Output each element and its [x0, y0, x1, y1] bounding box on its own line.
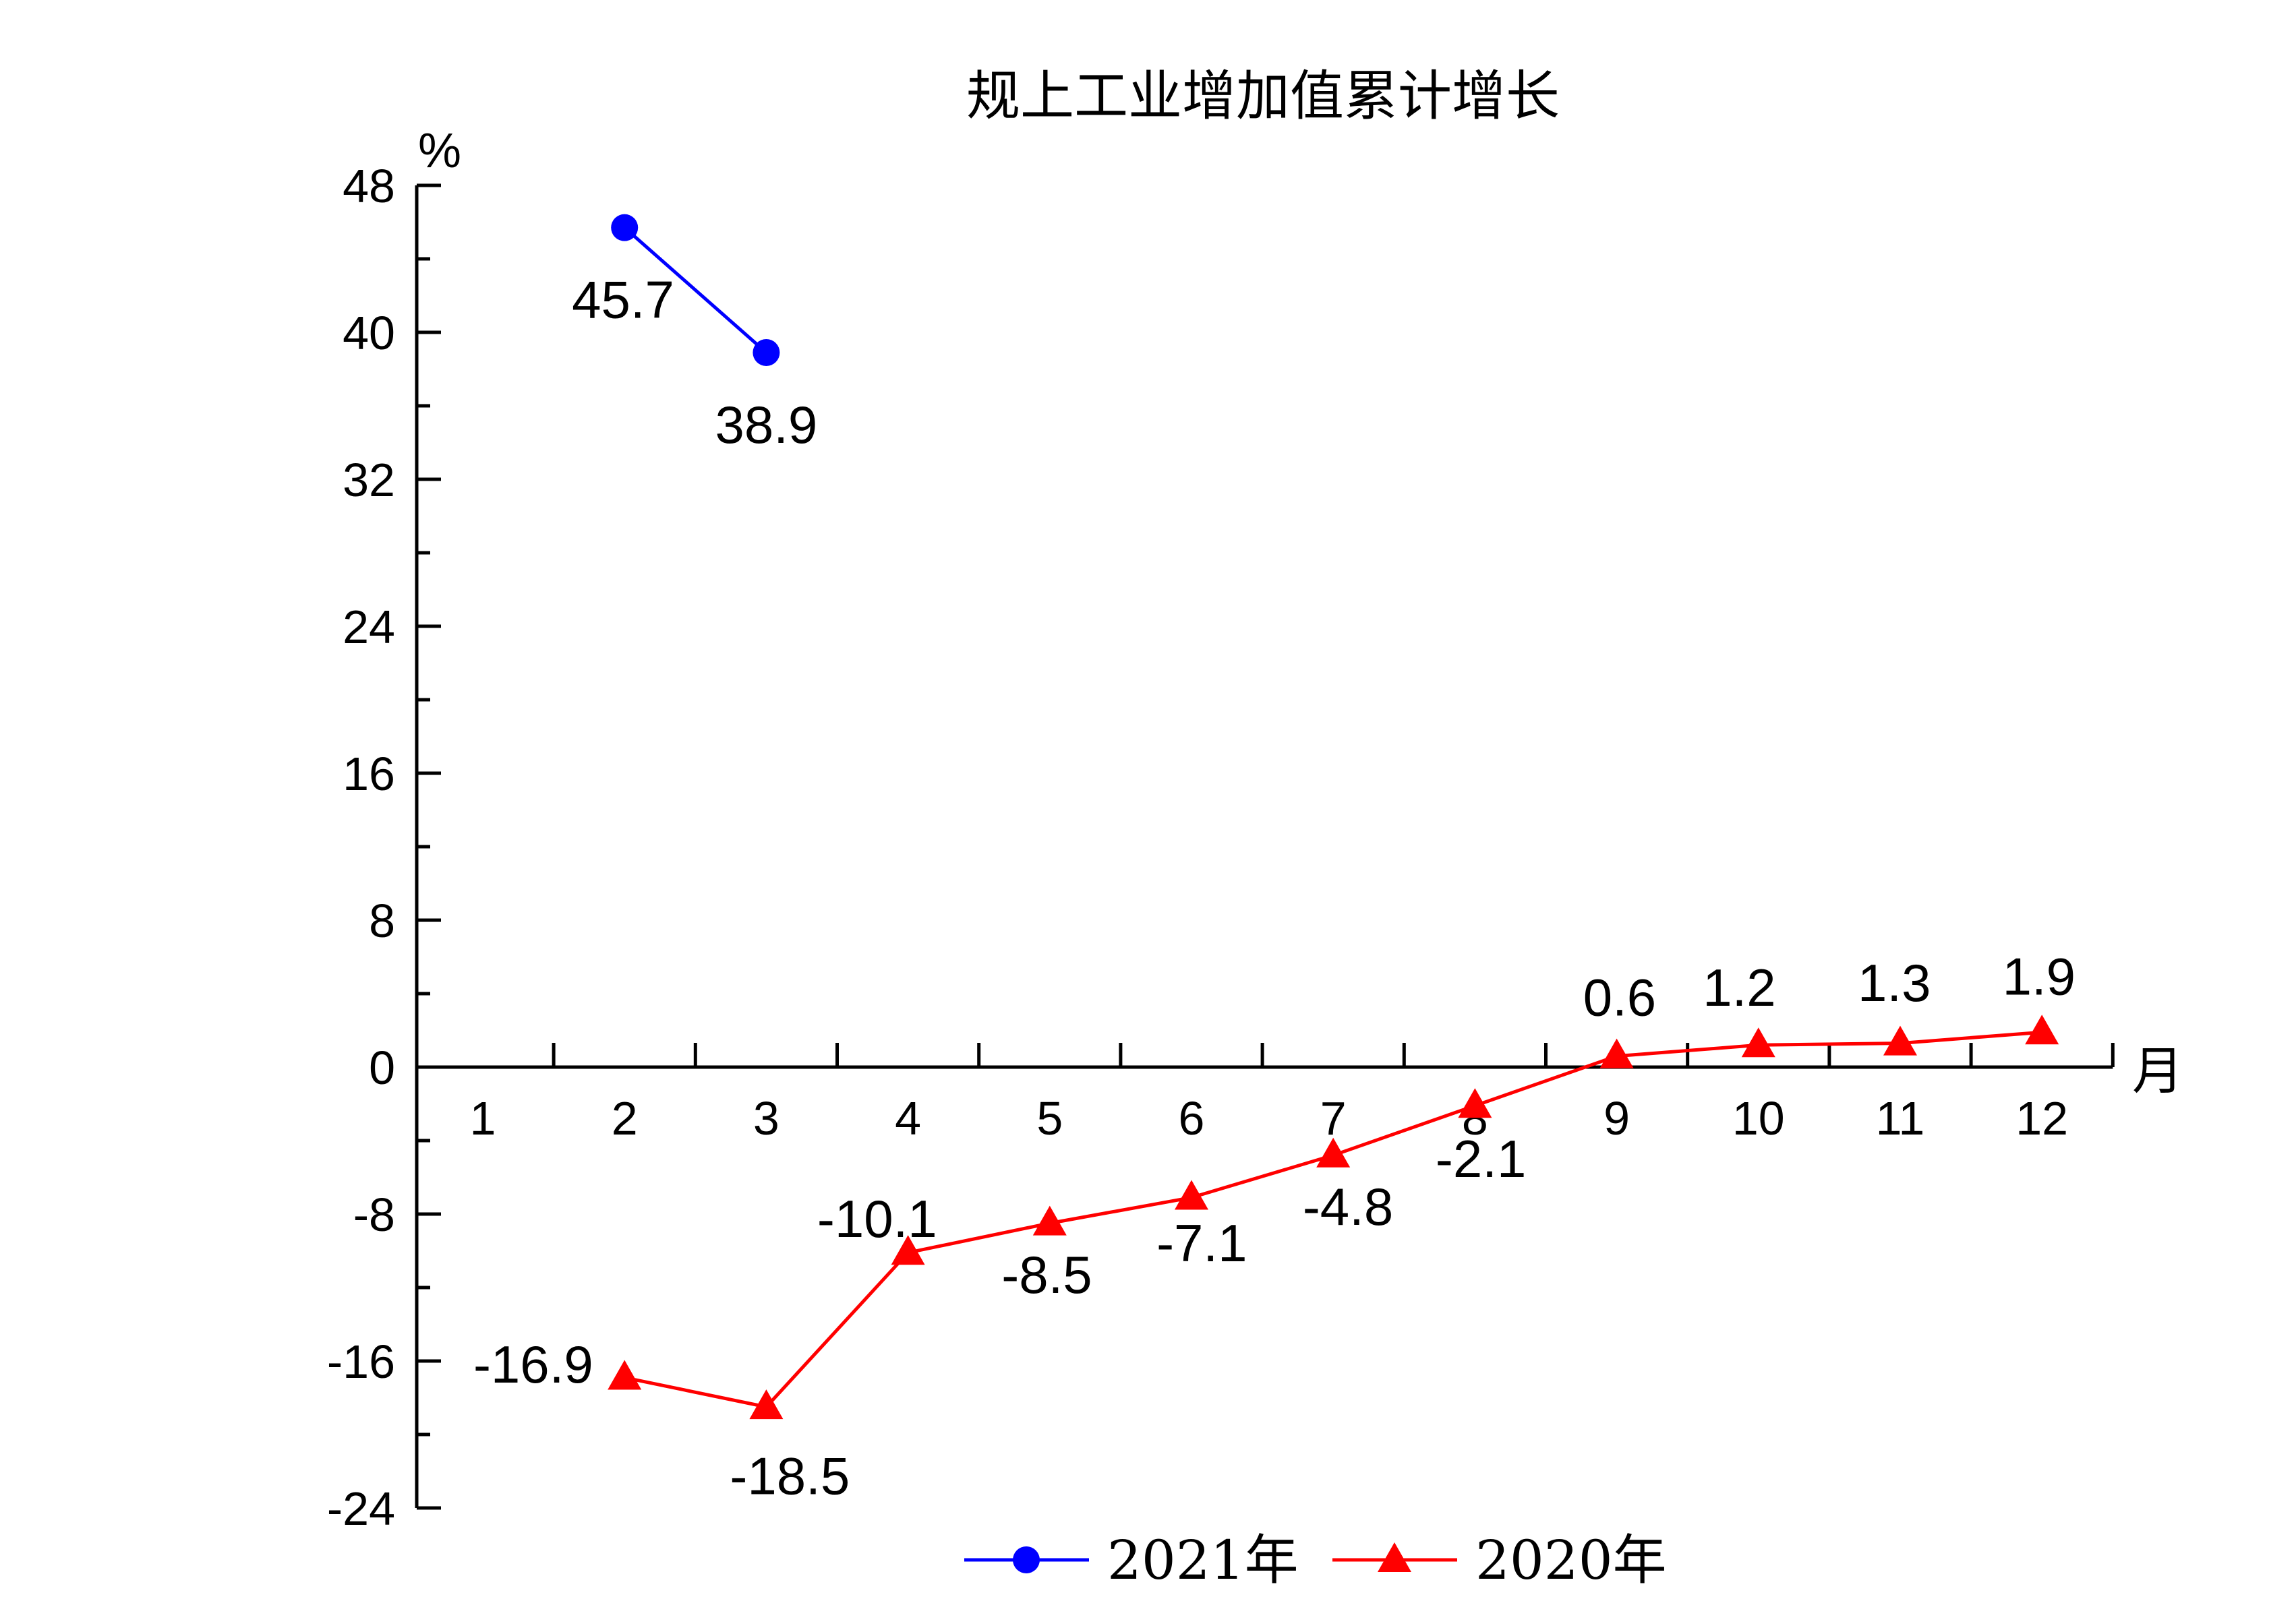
y-tick-label: -24 [327, 1482, 395, 1535]
x-tick-label: 5 [1036, 1092, 1063, 1145]
y-tick-label: 32 [343, 454, 395, 506]
data-label: -16.9 [473, 1335, 593, 1394]
legend-marker [1013, 1546, 1040, 1573]
data-point [608, 1360, 642, 1390]
y-tick-label: 24 [343, 601, 395, 653]
data-label: -2.1 [1436, 1129, 1526, 1188]
y-tick-label: 48 [343, 160, 395, 212]
data-label: -7.1 [1156, 1213, 1247, 1273]
x-tick-label: 1 [470, 1092, 496, 1145]
x-tick-label: 2 [612, 1092, 638, 1145]
y-tick-label: 16 [343, 748, 395, 800]
y-tick-label: 40 [343, 307, 395, 359]
y-tick-label: 8 [369, 895, 395, 947]
x-tick-label: 6 [1179, 1092, 1205, 1145]
data-point [1599, 1038, 1634, 1068]
data-label: -10.1 [817, 1189, 937, 1248]
series-line [623, 226, 768, 354]
data-point [891, 1235, 925, 1265]
series-2021年: 45.7 38.9 [572, 214, 817, 454]
x-tick-label: 7 [1320, 1092, 1347, 1145]
y-tick-label: 0 [369, 1041, 395, 1094]
x-tick-label: 11 [1876, 1092, 1925, 1145]
data-point [1032, 1205, 1067, 1236]
y-tick-label: -16 [327, 1335, 395, 1388]
legend-label: 2020年 [1475, 1529, 1667, 1592]
data-point [749, 1389, 784, 1420]
x-tick-label: 10 [1732, 1092, 1785, 1145]
data-label: -4.8 [1303, 1177, 1393, 1236]
data-point [1458, 1088, 1492, 1118]
data-label: -18.5 [730, 1447, 850, 1506]
data-label: 1.9 [2003, 946, 2076, 1006]
x-tick-label: 3 [753, 1092, 779, 1145]
data-point [1883, 1025, 1917, 1056]
y-tick-label: -8 [353, 1188, 395, 1241]
data-point [2025, 1015, 2059, 1045]
data-point [611, 214, 639, 241]
data-point [1316, 1137, 1351, 1168]
legend-marker [1378, 1542, 1411, 1572]
y-axis-unit: % [418, 124, 461, 178]
x-tick-label: 9 [1603, 1092, 1630, 1145]
data-label: 1.2 [1703, 958, 1775, 1017]
data-point [1741, 1027, 1775, 1058]
legend-label: 2021年 [1107, 1529, 1299, 1592]
data-label: -8.5 [1001, 1245, 1092, 1304]
chart-title: 规上工业增加值累计增长 [966, 65, 1560, 127]
data-label: 45.7 [572, 270, 674, 330]
data-label: 1.3 [1858, 953, 1931, 1013]
data-point [753, 338, 780, 366]
x-axis-unit: 月 [2132, 1041, 2183, 1101]
x-tick-label: 4 [895, 1092, 921, 1145]
legend: 2021年 2020年 [964, 1529, 1667, 1592]
data-label: 38.9 [715, 395, 817, 454]
data-label: 0.6 [1583, 967, 1656, 1027]
series-2020年: -16.9 -18.5 -10.1 -8.5 -7.1 -4.8 -2.1 0.6 1.2 1.3… [473, 946, 2076, 1505]
x-tick-label: 12 [2015, 1092, 2068, 1145]
data-point [1175, 1180, 1208, 1210]
